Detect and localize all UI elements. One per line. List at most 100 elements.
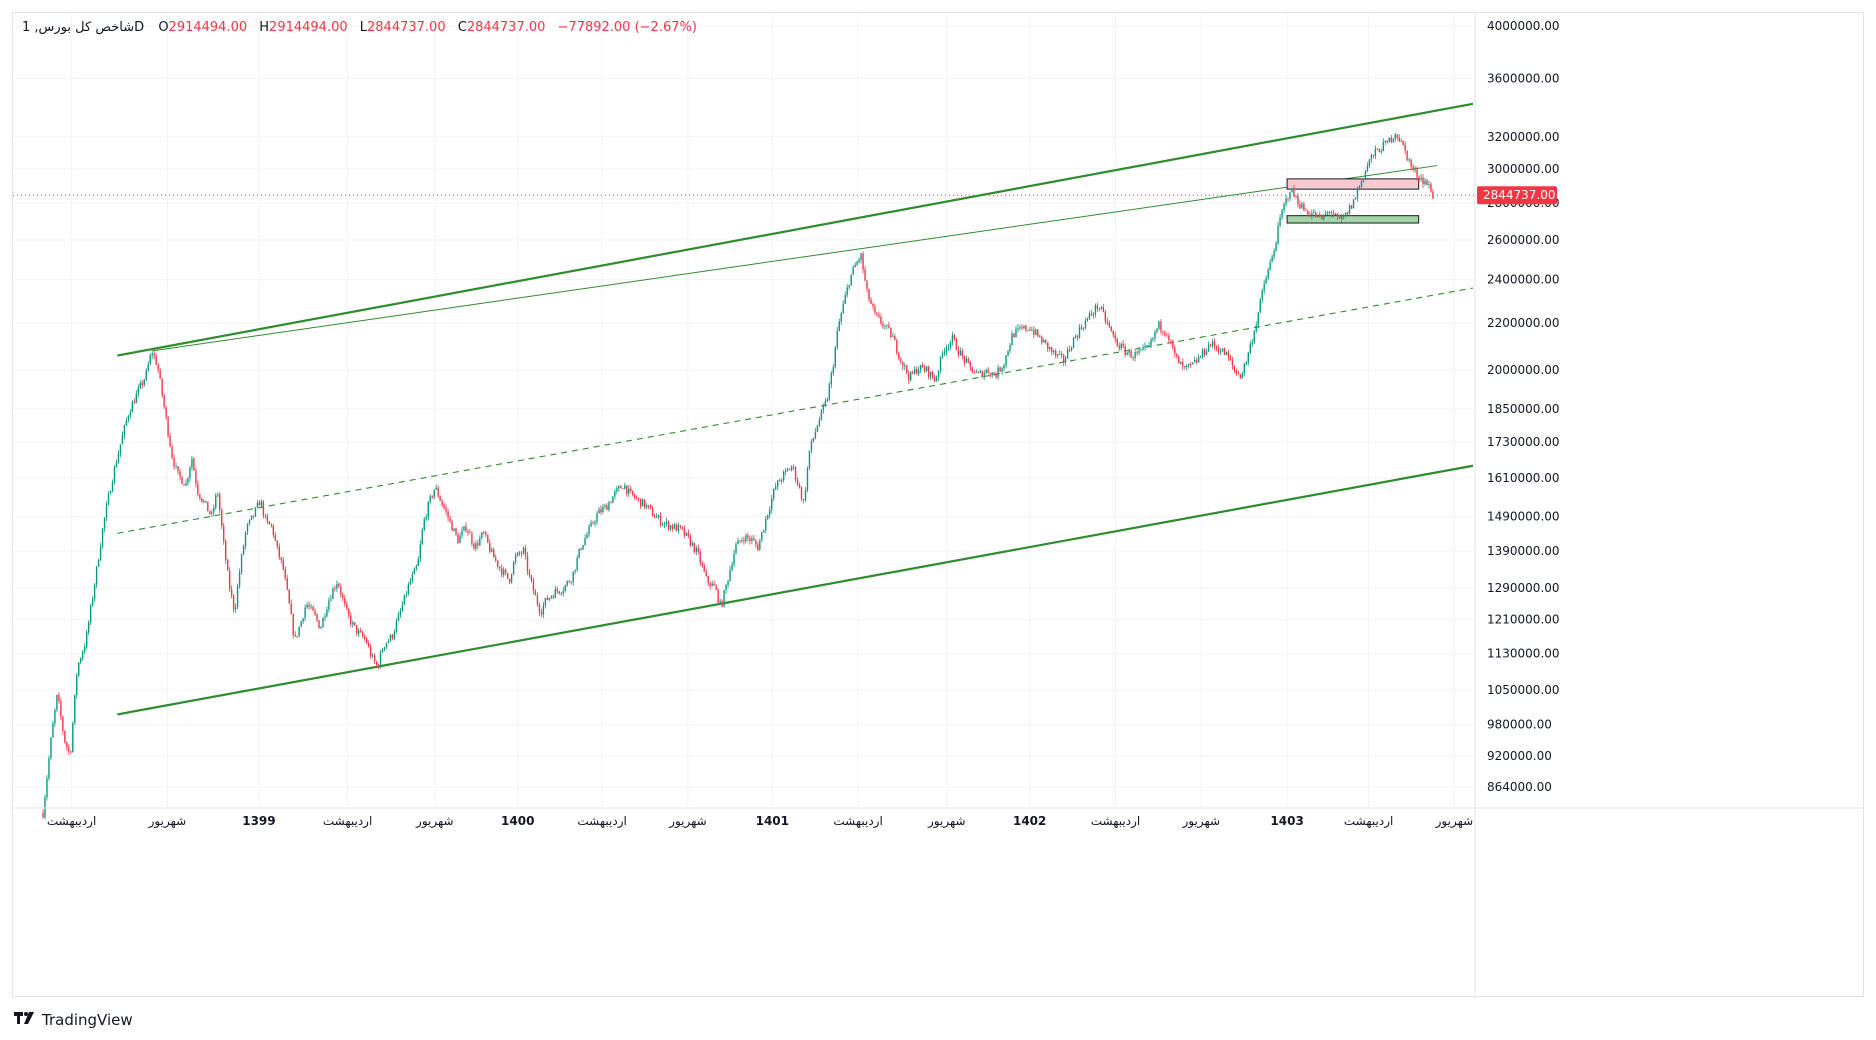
interval-label[interactable]: D — [134, 20, 145, 35]
candle-body — [550, 596, 553, 598]
candle-body — [578, 548, 580, 558]
candle-body — [99, 546, 102, 561]
candle-body — [1330, 212, 1333, 214]
candle-body — [326, 609, 328, 617]
candle-body — [157, 364, 159, 371]
channel-top — [117, 102, 1474, 357]
candle-body — [431, 496, 433, 498]
candle-body — [497, 560, 499, 567]
chart-frame[interactable]: 4000000.00 3600000.00 3200000.00 3000000.00… — [12, 12, 1865, 998]
candle-body — [344, 597, 346, 604]
candle-body — [185, 483, 187, 486]
candle-body — [1332, 213, 1335, 215]
trendlines — [117, 102, 1474, 716]
candle-body — [943, 351, 946, 354]
tradingview-brand[interactable]: TradingView — [14, 1010, 133, 1029]
candle-body — [915, 369, 918, 374]
candle-body — [1102, 307, 1105, 312]
candle-body — [217, 494, 219, 496]
candle-body — [812, 437, 815, 441]
candle-body — [308, 604, 310, 607]
candle-body — [268, 521, 271, 525]
candle-body — [689, 535, 692, 546]
candle-body — [1279, 217, 1281, 226]
candle-body — [1126, 352, 1128, 355]
price-chart[interactable]: 4000000.00 3600000.00 3200000.00 3000000.00… — [13, 13, 1865, 998]
candle-body — [534, 591, 537, 596]
candle-body — [1108, 322, 1110, 327]
open-value: 2914494.00 — [168, 20, 248, 35]
candle-body — [1066, 349, 1069, 359]
candle-body — [1215, 346, 1218, 349]
candle-body — [1297, 196, 1299, 205]
candle-body — [709, 582, 711, 587]
price-tick-label: 1490000.00 — [1487, 509, 1560, 523]
current-price-tag: 2844737.00 — [13, 186, 1557, 205]
candle-body — [622, 488, 624, 490]
candle-body — [1017, 328, 1019, 329]
candle-body — [925, 366, 928, 372]
candle-body — [641, 499, 644, 507]
candle-body — [1015, 328, 1017, 338]
candle-body — [850, 274, 852, 286]
candle-body — [1078, 327, 1081, 338]
candle-body — [163, 395, 165, 407]
candle-body — [769, 509, 771, 516]
candle-body — [910, 371, 912, 381]
price-tick-label: 2600000.00 — [1487, 233, 1560, 247]
candle-body — [1422, 177, 1424, 185]
candle-body — [1257, 312, 1259, 326]
candle-body — [1372, 155, 1375, 156]
candle-body — [1201, 349, 1204, 357]
candle-body — [296, 635, 298, 637]
candle-body — [1001, 368, 1003, 372]
candle-body — [1184, 366, 1186, 368]
candle-body — [568, 581, 570, 583]
candle-body — [143, 379, 145, 386]
candle-body — [443, 504, 445, 509]
candle-body — [1211, 341, 1214, 346]
candle-body — [554, 588, 556, 598]
symbol-name[interactable]: 1 ,شاخص کل بورس — [22, 20, 135, 35]
candle-body — [1191, 362, 1194, 365]
candle-body — [50, 737, 52, 759]
price-tick-label: 1610000.00 — [1487, 471, 1560, 485]
candle-body — [800, 487, 803, 500]
candle-body — [58, 694, 60, 702]
candle-body — [169, 435, 171, 447]
candle-body — [127, 415, 130, 421]
candle-body — [906, 365, 908, 373]
candle-body — [473, 543, 475, 549]
candle-body — [806, 468, 809, 491]
candle-body — [254, 507, 257, 517]
candle-body — [526, 555, 529, 572]
candle-body — [945, 347, 948, 352]
candle-body — [405, 594, 408, 596]
candle-body — [552, 596, 555, 598]
candle-body — [310, 606, 312, 608]
candle-body — [222, 525, 225, 541]
candle-body — [651, 507, 654, 517]
time-tick-label: اردیبهشت — [577, 814, 626, 829]
candle-body — [1336, 213, 1339, 217]
candle-body — [667, 521, 670, 530]
candle-body — [614, 491, 616, 497]
candle-body — [882, 323, 884, 327]
candle-body — [441, 500, 443, 505]
candle-body — [927, 366, 930, 377]
candle-body — [1070, 348, 1073, 351]
candle-body — [1277, 225, 1279, 244]
candle-body — [129, 412, 132, 416]
candle-body — [1182, 361, 1184, 367]
candle-body — [828, 384, 831, 400]
candle-body — [1027, 329, 1029, 331]
candle-body — [389, 634, 392, 641]
candle-body — [167, 417, 169, 436]
candle-body — [205, 501, 207, 502]
candle-body — [624, 485, 626, 489]
candle-body — [1219, 351, 1222, 353]
price-tick-label: 980000.00 — [1487, 717, 1552, 731]
candle-body — [1376, 148, 1379, 150]
candle-body — [1150, 339, 1152, 346]
candle-body — [776, 480, 779, 487]
